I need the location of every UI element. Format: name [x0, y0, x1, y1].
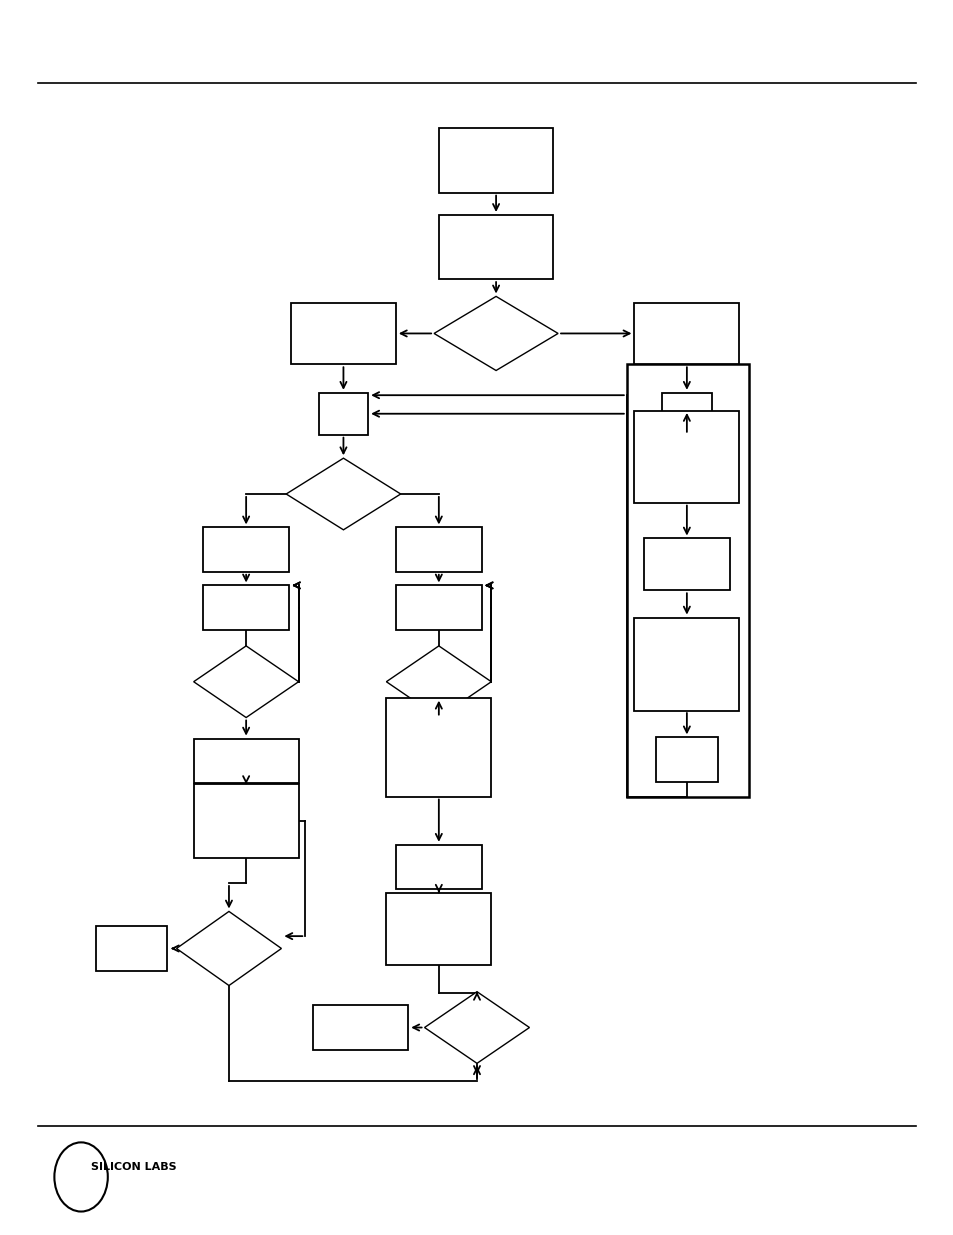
FancyBboxPatch shape [203, 527, 289, 572]
FancyBboxPatch shape [661, 393, 711, 435]
FancyBboxPatch shape [395, 845, 481, 889]
Polygon shape [424, 992, 529, 1063]
FancyBboxPatch shape [318, 393, 368, 435]
FancyBboxPatch shape [193, 784, 298, 858]
Polygon shape [434, 296, 558, 370]
FancyBboxPatch shape [643, 538, 729, 590]
Polygon shape [386, 646, 491, 718]
FancyBboxPatch shape [96, 926, 167, 971]
FancyBboxPatch shape [291, 303, 395, 364]
FancyBboxPatch shape [313, 1005, 408, 1050]
FancyBboxPatch shape [634, 303, 739, 364]
Text: SILICON LABS: SILICON LABS [91, 1162, 176, 1172]
Polygon shape [286, 458, 400, 530]
FancyBboxPatch shape [386, 893, 491, 965]
FancyBboxPatch shape [438, 128, 553, 193]
FancyBboxPatch shape [395, 527, 481, 572]
FancyBboxPatch shape [193, 739, 298, 783]
Polygon shape [176, 911, 281, 986]
FancyBboxPatch shape [438, 215, 553, 279]
FancyBboxPatch shape [203, 585, 289, 630]
FancyBboxPatch shape [386, 698, 491, 797]
FancyBboxPatch shape [634, 618, 739, 710]
FancyBboxPatch shape [655, 737, 717, 782]
Polygon shape [193, 646, 298, 718]
FancyBboxPatch shape [634, 410, 739, 504]
FancyBboxPatch shape [395, 585, 481, 630]
